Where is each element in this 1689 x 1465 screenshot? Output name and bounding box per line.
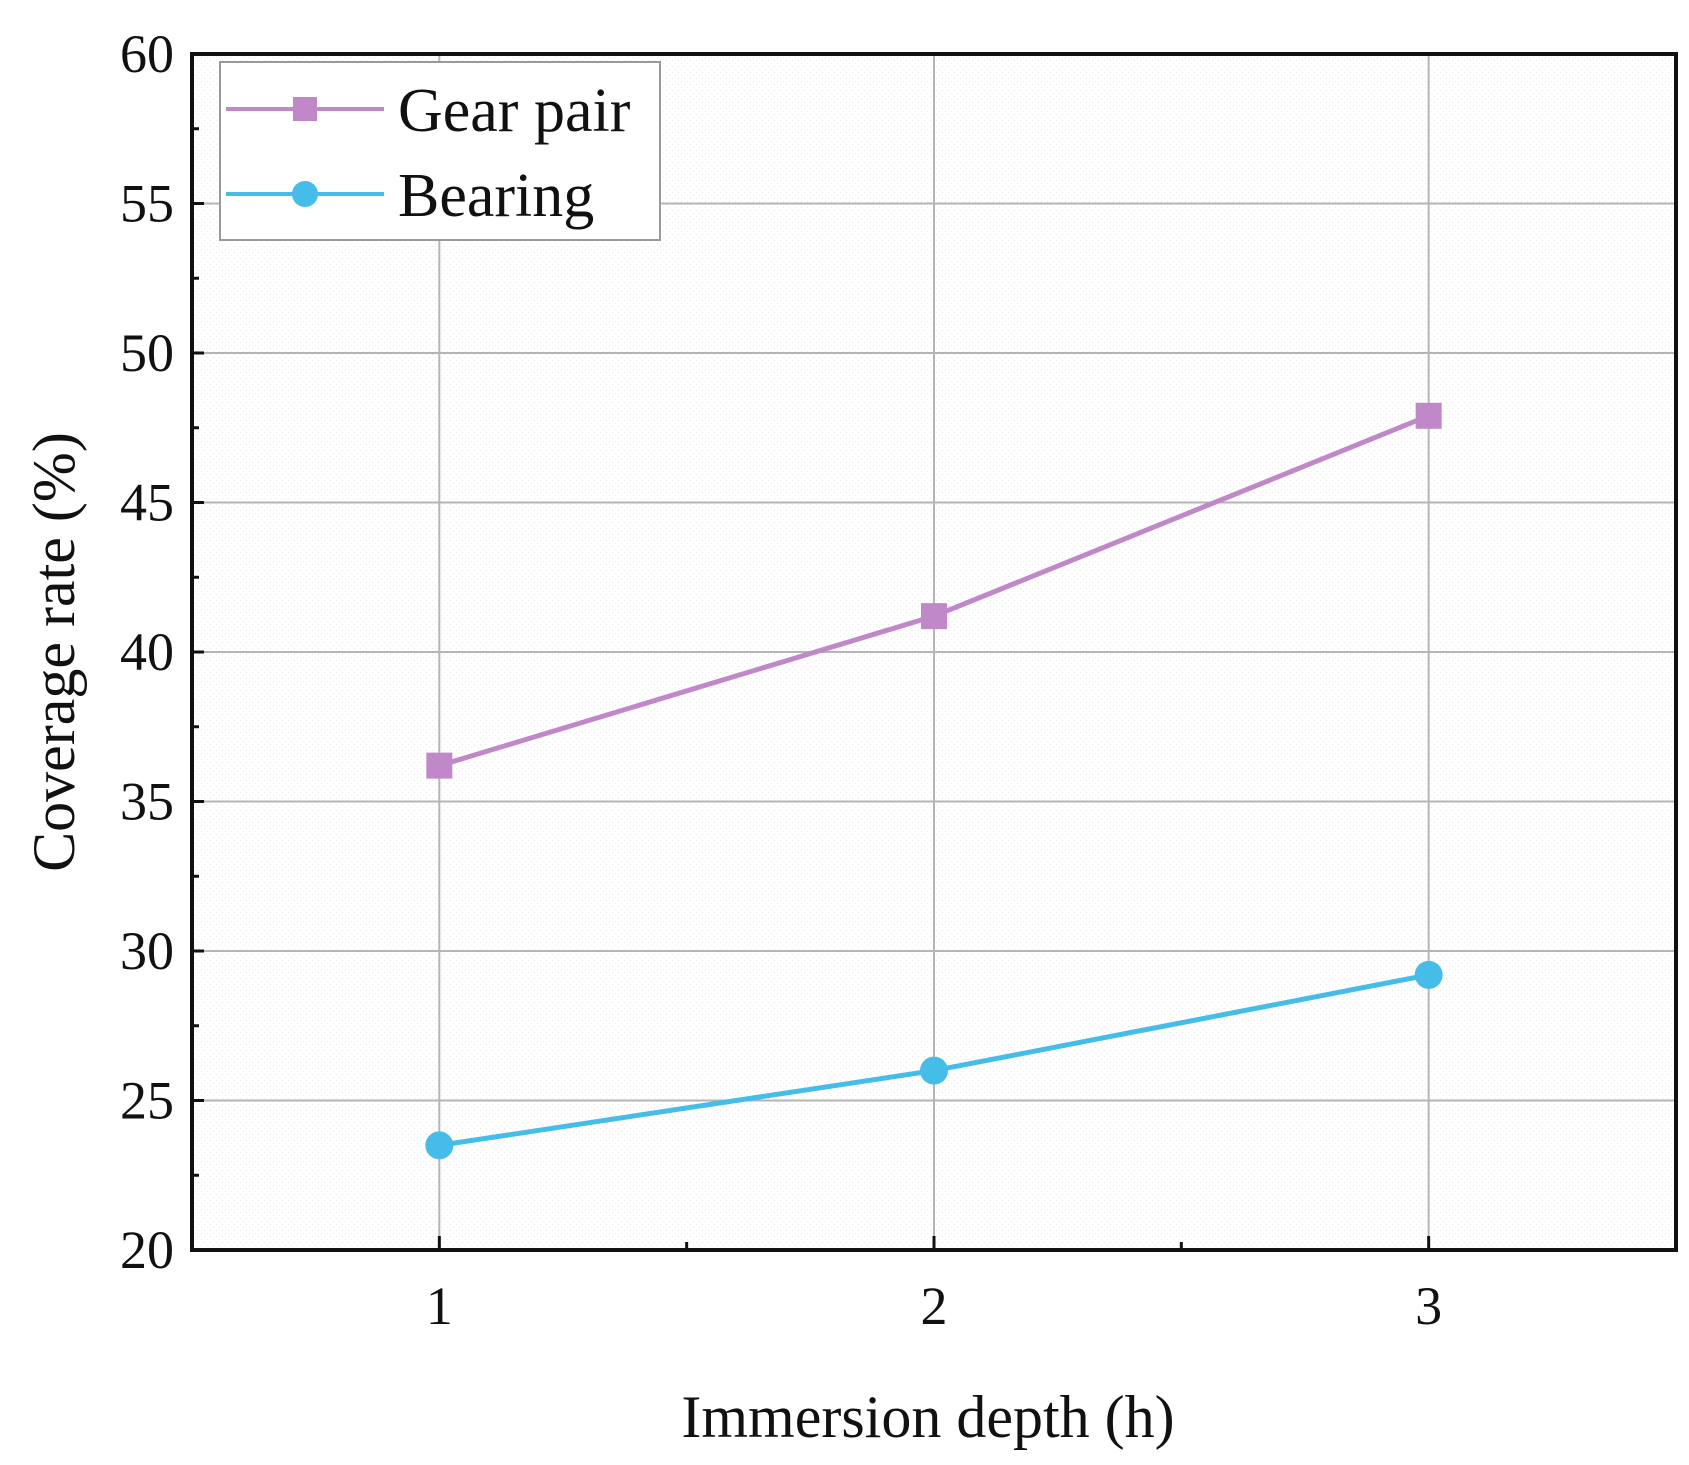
- plot-frame: [190, 52, 1678, 1252]
- data-point-bearing: [425, 1131, 454, 1160]
- gridlines: [192, 54, 1676, 1250]
- y-tick-label: 60: [120, 24, 174, 84]
- y-tick-label: 40: [120, 622, 174, 682]
- data-point-gear-pair: [426, 752, 453, 779]
- x-tick-labels: 1 2 3: [426, 1276, 1442, 1336]
- data-point-bearing: [1414, 960, 1443, 989]
- x-axis-title: Immersion depth (h): [681, 1384, 1174, 1450]
- legend: Gear pair Bearing: [219, 61, 661, 241]
- y-tick-label: 35: [120, 772, 174, 832]
- y-tick-label: 25: [120, 1071, 174, 1131]
- y-tick-labels: 20 25 30 35 40 45 50 55 60: [120, 24, 174, 1280]
- x-tick-label: 1: [426, 1276, 453, 1336]
- y-tick-label: 50: [120, 323, 174, 383]
- x-tick-label: 3: [1415, 1276, 1442, 1336]
- series-layer: [425, 402, 1443, 1160]
- x-tick-label: 2: [921, 1276, 948, 1336]
- legend-label-bearing: Bearing: [398, 162, 594, 230]
- y-tick-label: 55: [120, 174, 174, 234]
- legend-marker-gear-pair: [293, 97, 317, 121]
- data-point-bearing: [920, 1056, 948, 1085]
- legend-label-gear-pair: Gear pair: [398, 77, 631, 145]
- legend-marker-bearing: [292, 181, 318, 207]
- y-tick-label: 30: [120, 921, 174, 981]
- y-axis-title: Coverage rate (%): [21, 432, 87, 872]
- y-tick-label: 45: [120, 473, 174, 533]
- y-tick-label: 20: [120, 1220, 174, 1280]
- legend-box: [219, 61, 661, 241]
- data-point-gear-pair: [921, 603, 947, 630]
- data-point-gear-pair: [1415, 402, 1442, 429]
